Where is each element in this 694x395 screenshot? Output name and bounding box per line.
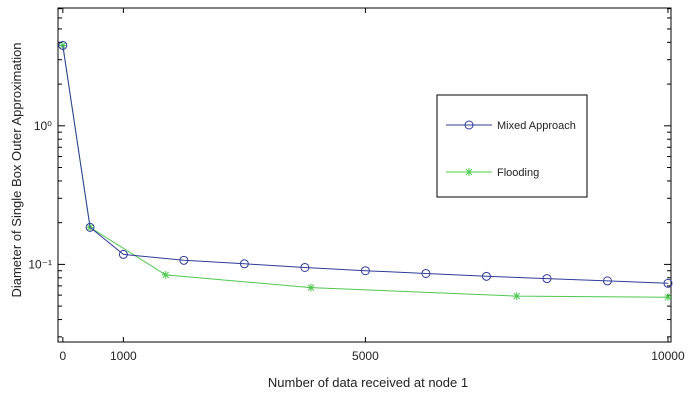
star-stroke xyxy=(664,293,672,301)
y-axis-label: Diameter of Single Box Outer Approximati… xyxy=(9,42,24,297)
series-layer xyxy=(58,40,673,302)
data-point-mixed-approach xyxy=(481,271,491,281)
legend: Mixed Approach Flooding xyxy=(436,94,588,198)
star-stroke xyxy=(307,284,315,291)
data-point-mixed-approach xyxy=(85,222,95,232)
legend-box xyxy=(436,94,588,198)
y-tick-label: 10⁰ xyxy=(34,119,52,133)
data-point-flooding xyxy=(306,283,315,292)
x-tick-label: 10000 xyxy=(651,349,685,363)
x-tick-label: 5000 xyxy=(352,349,379,363)
data-point-flooding xyxy=(161,270,170,279)
legend-label: Flooding xyxy=(497,167,539,179)
legend-marker xyxy=(465,168,473,176)
x-tick-label: 1000 xyxy=(110,349,137,363)
y-tick-label: 10⁻¹ xyxy=(28,257,52,271)
data-point-mixed-approach xyxy=(239,259,249,269)
data-point-flooding xyxy=(663,293,672,302)
x-tick-label: 0 xyxy=(59,349,66,363)
series-line-mixed-approach xyxy=(62,45,669,284)
legend-marker xyxy=(464,120,474,130)
data-point-mixed-approach xyxy=(542,274,552,284)
star-stroke xyxy=(513,292,521,300)
data-point-mixed-approach xyxy=(663,278,673,288)
legend-label: Mixed Approach xyxy=(497,120,576,132)
x-axis-label: Number of data received at node 1 xyxy=(268,375,468,390)
star-stroke xyxy=(162,271,170,279)
data-point-mixed-approach xyxy=(421,268,431,278)
data-point-mixed-approach xyxy=(179,255,189,265)
legend-item-mixed-approach: Mixed Approach xyxy=(446,120,576,132)
data-point-mixed-approach xyxy=(360,266,370,276)
data-point-mixed-approach xyxy=(300,262,310,272)
star-stroke xyxy=(465,168,473,176)
data-point-mixed-approach xyxy=(602,276,612,286)
plot-frame xyxy=(57,7,672,343)
tick-layer: 0 1000 5000 10000 10⁻¹ 10⁰ xyxy=(28,8,685,363)
series-mixed-approach xyxy=(58,40,673,288)
plot-area-border xyxy=(57,7,672,343)
legend-item-flooding: Flooding xyxy=(446,167,539,179)
data-point-mixed-approach xyxy=(118,249,128,259)
data-point-mixed-approach xyxy=(58,40,68,50)
data-point-flooding xyxy=(512,292,521,301)
